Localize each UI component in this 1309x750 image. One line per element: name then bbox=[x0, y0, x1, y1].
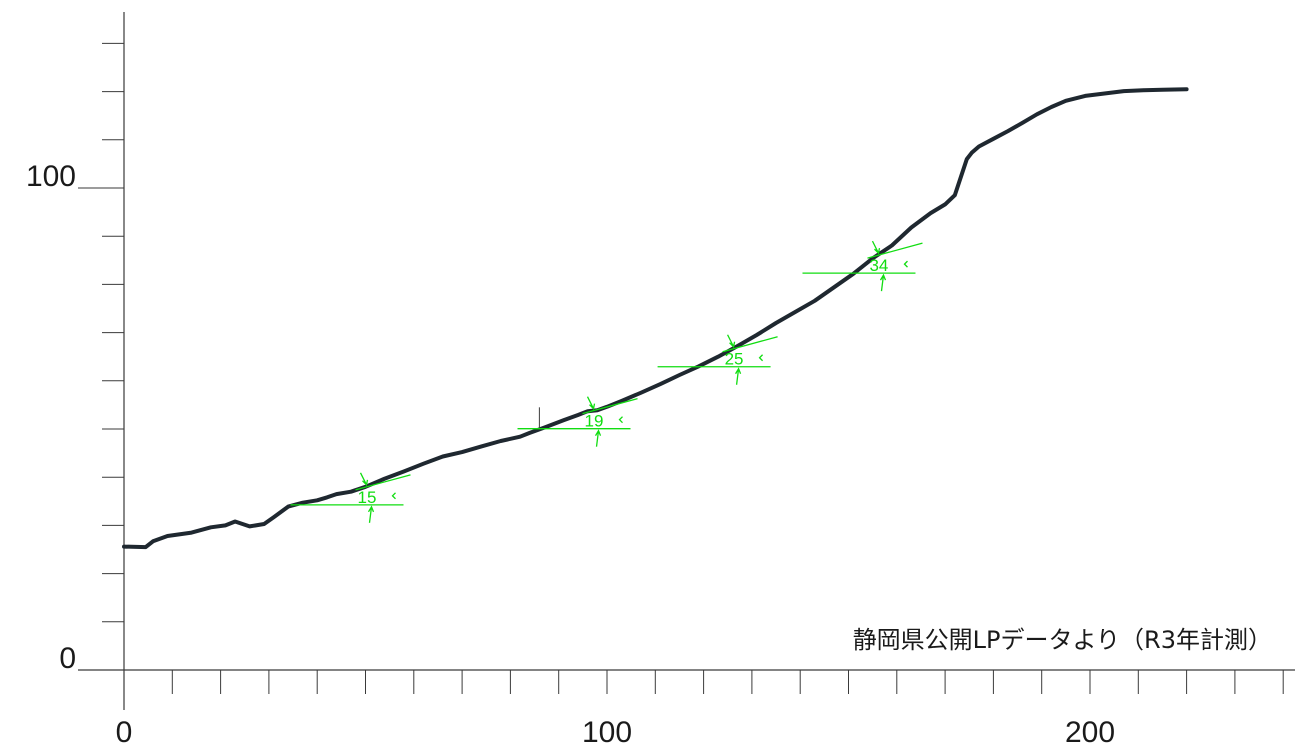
x-tick-label: 200 bbox=[1065, 716, 1115, 749]
slope-tangent bbox=[722, 336, 778, 353]
slope-tangent bbox=[582, 398, 638, 415]
slope-angle-label: 34 bbox=[869, 256, 888, 275]
y-tick-label: 0 bbox=[59, 642, 76, 675]
slope-annotation: 19 bbox=[517, 396, 638, 447]
slope-arc-bottom bbox=[735, 367, 742, 385]
degree-mark bbox=[618, 416, 623, 424]
tick-labels: 0 100 200 0 100 bbox=[26, 160, 1115, 749]
slope-angle-label: 15 bbox=[358, 488, 377, 507]
slope-arc-top bbox=[726, 334, 736, 349]
degree-mark bbox=[758, 354, 764, 362]
slope-annotation: 34 bbox=[802, 240, 923, 292]
slope-arc-bottom bbox=[879, 273, 887, 292]
y-tick-label: 100 bbox=[26, 160, 76, 193]
slope-arc-bottom bbox=[594, 429, 602, 447]
slope-arc-top bbox=[586, 396, 596, 411]
slope-arc-bottom bbox=[367, 505, 375, 523]
degree-mark bbox=[903, 260, 908, 268]
slope-arc-top bbox=[359, 472, 369, 487]
axes bbox=[78, 12, 1295, 710]
slope-tangent bbox=[867, 242, 923, 259]
slope-annotation: 15 bbox=[290, 472, 411, 523]
ticks bbox=[78, 42, 1284, 694]
slope-arc-top bbox=[871, 240, 881, 255]
slope-angle-label: 19 bbox=[585, 412, 604, 431]
slope-annotation: 25 bbox=[657, 334, 778, 385]
slope-angle-label: 25 bbox=[725, 350, 744, 369]
x-tick-label: 0 bbox=[116, 716, 133, 749]
slope-annotations: 15 19 25 34 bbox=[290, 240, 923, 523]
series bbox=[122, 87, 1189, 550]
slope-tangent bbox=[355, 474, 411, 491]
degree-mark bbox=[391, 492, 396, 500]
x-tick-label: 100 bbox=[582, 716, 632, 749]
series-line bbox=[122, 87, 1189, 550]
source-note: 静岡県公開LPデータより（R3年計測） bbox=[853, 626, 1272, 654]
